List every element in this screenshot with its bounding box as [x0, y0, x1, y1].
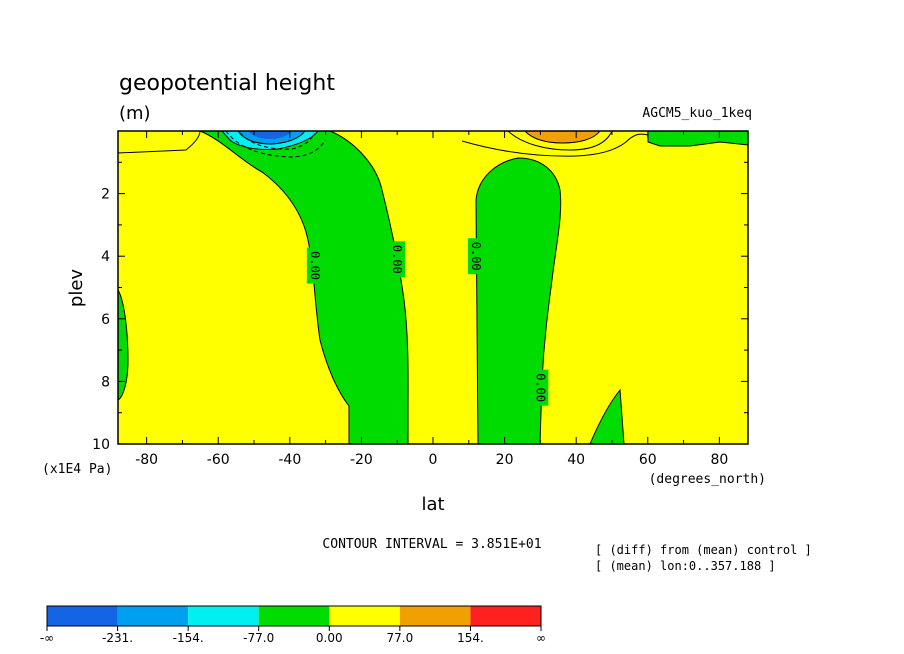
x-tick-label: 40 — [567, 452, 585, 468]
x-tick-label: -40 — [278, 452, 301, 468]
colorbar-frame — [46, 605, 542, 627]
green-region-right-spike — [589, 388, 625, 445]
plot-area: 0.00 0.00 0.00 0.00 -80 -60 -40 -20 0 20 40 60 80 2… — [92, 130, 749, 468]
background-yellow-field — [118, 131, 748, 444]
x-tick-label: 0 — [429, 452, 438, 468]
colorbar-label: ∞ — [536, 631, 546, 645]
dashed-negative-contour-inner — [239, 132, 315, 150]
colorbar-label: -∞ — [40, 631, 54, 645]
green-region-north-top — [647, 130, 749, 147]
x-axis-label: lat — [421, 494, 444, 515]
colorbar-swatch — [329, 606, 400, 626]
colorbar-swatch — [117, 606, 189, 626]
colorbar-swatch — [47, 606, 118, 626]
x-tick-label: -60 — [207, 452, 230, 468]
colorbar-swatch — [399, 606, 471, 626]
contour-label-background — [467, 238, 484, 275]
y-tick-label: 8 — [101, 374, 110, 390]
x-axis-ticks: -80 -60 -40 -20 0 20 40 60 80 — [135, 131, 728, 468]
y-tick-label: 6 — [101, 312, 110, 328]
contour-label-background — [389, 241, 406, 278]
y-tick-label: 10 — [92, 437, 110, 453]
y-tick-label: 2 — [101, 187, 110, 203]
colorbar-label: -231. — [102, 631, 133, 645]
x-tick-label: 80 — [710, 452, 728, 468]
deep-blue-anomaly-core — [248, 131, 292, 139]
chart-units: (m) — [119, 103, 151, 124]
colorbar-swatch — [470, 606, 541, 626]
positive-contour-outer — [507, 130, 613, 151]
green-region-left-edge — [117, 288, 129, 401]
diff-note: [ (diff) from (mean) control ] — [595, 543, 812, 557]
contour-value-label: 0.00 — [469, 242, 483, 271]
colorbar-label: 77.0 — [386, 631, 413, 645]
y-tick-label: 4 — [101, 249, 110, 265]
y-axis-label: plev — [66, 269, 87, 308]
contour-value-label: 0.00 — [390, 245, 404, 274]
contour-labels: 0.00 0.00 0.00 0.00 — [306, 238, 549, 406]
green-region-southern-band — [199, 130, 409, 445]
contour-top-left — [117, 130, 201, 154]
y-axis-ticks: 2 4 6 8 10 — [92, 161, 748, 453]
model-label: AGCM5_kuo_1keq — [642, 106, 752, 121]
colorbar-swatch — [188, 606, 259, 626]
colorbar-swatch — [258, 606, 330, 626]
contour-interval-label: CONTOUR INTERVAL = 3.851E+01 — [322, 537, 541, 552]
colorbar-label: 0.00 — [316, 631, 343, 645]
positive-contour-far — [461, 133, 649, 157]
colorbar-label: -77.0 — [243, 631, 274, 645]
colorbar-label: 154. — [457, 631, 484, 645]
colorbar: -∞ -231. -154. -77.0 0.00 77.0 154. ∞ — [40, 605, 546, 645]
orange-anomaly-region — [523, 130, 602, 144]
y-axis-unit: (x1E4 Pa) — [42, 462, 112, 477]
x-tick-label: 60 — [639, 452, 657, 468]
dashed-negative-contour — [225, 130, 326, 158]
contour-label-background — [532, 369, 549, 406]
colorbar-label: -154. — [173, 631, 204, 645]
contour-value-label: 0.00 — [308, 251, 322, 280]
x-axis-unit: (degrees_north) — [649, 472, 766, 487]
x-tick-label: -80 — [135, 452, 158, 468]
x-tick-label: -20 — [350, 452, 373, 468]
contour-value-label: 0.00 — [533, 373, 547, 402]
mean-note: [ (mean) lon:0..357.188 ] — [595, 559, 776, 573]
x-tick-label: 20 — [496, 452, 514, 468]
contour-label-background — [306, 247, 323, 284]
chart-title: geopotential height — [119, 71, 335, 96]
